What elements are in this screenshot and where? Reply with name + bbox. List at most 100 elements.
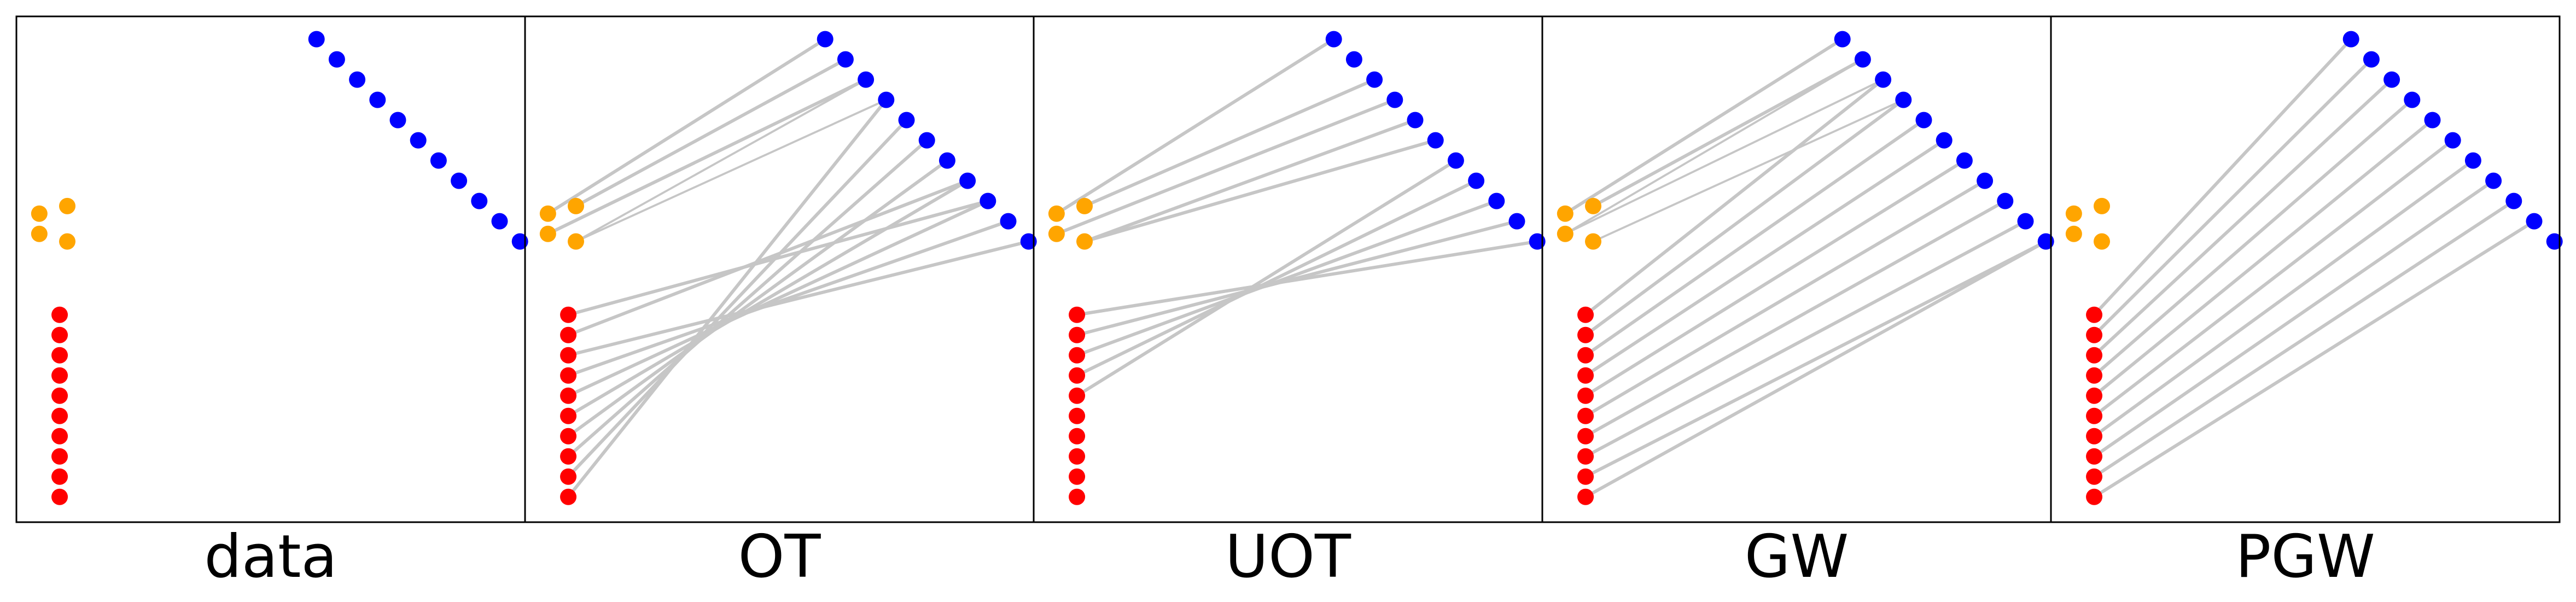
target-point bbox=[1000, 213, 1017, 230]
coupling-line bbox=[1054, 98, 1397, 236]
panel-label: PGW bbox=[2235, 523, 2375, 591]
source-point bbox=[51, 407, 68, 424]
source-point bbox=[1577, 326, 1594, 343]
coupling-line bbox=[567, 159, 949, 438]
source-point bbox=[1577, 367, 1594, 384]
source-point bbox=[2086, 428, 2103, 445]
source-point bbox=[2086, 306, 2103, 323]
source-point bbox=[1069, 428, 1086, 445]
coupling-line bbox=[1563, 37, 1844, 215]
source-point bbox=[51, 488, 68, 505]
coupling-line bbox=[575, 98, 888, 243]
panel-uot: UOT bbox=[1033, 15, 1546, 591]
outlier-point bbox=[1557, 225, 1573, 242]
panel-frame bbox=[1033, 15, 1543, 523]
target-point bbox=[1834, 31, 1851, 48]
target-point bbox=[1427, 132, 1444, 149]
source-point bbox=[560, 468, 577, 485]
target-point bbox=[1936, 132, 1953, 149]
target-point bbox=[1447, 152, 1464, 169]
coupling-line bbox=[567, 98, 888, 499]
source-point bbox=[1577, 448, 1594, 465]
outlier-point bbox=[2094, 197, 2110, 214]
target-point bbox=[328, 51, 345, 68]
target-point bbox=[1366, 71, 1383, 88]
coupling-line bbox=[1584, 138, 1946, 377]
coupling-line bbox=[575, 78, 867, 243]
coupling-line bbox=[2093, 98, 2414, 377]
source-point bbox=[1577, 306, 1594, 323]
target-point bbox=[2546, 233, 2563, 250]
source-point bbox=[2086, 367, 2103, 384]
target-point bbox=[1468, 172, 1485, 189]
source-point bbox=[560, 367, 577, 384]
target-point bbox=[1977, 172, 1994, 189]
panel-frame bbox=[2050, 15, 2561, 523]
outlier-point bbox=[568, 197, 584, 214]
source-point bbox=[51, 428, 68, 445]
target-point bbox=[369, 91, 386, 108]
coupling-line bbox=[1083, 118, 1417, 243]
outlier-point bbox=[2065, 225, 2082, 242]
outlier-point bbox=[31, 225, 48, 242]
coupling-line bbox=[567, 199, 990, 317]
target-point bbox=[2404, 91, 2421, 108]
source-point bbox=[1069, 448, 1086, 465]
source-point bbox=[1577, 468, 1594, 485]
source-point bbox=[1577, 488, 1594, 505]
target-point bbox=[2424, 112, 2441, 128]
target-point bbox=[939, 152, 955, 169]
outlier-point bbox=[568, 233, 584, 250]
source-point bbox=[51, 367, 68, 384]
coupling-line bbox=[2093, 199, 2516, 478]
coupling-line bbox=[1584, 219, 2027, 458]
coupling-line bbox=[1584, 98, 1905, 337]
target-point bbox=[817, 31, 834, 48]
target-point bbox=[308, 31, 325, 48]
coupling-line bbox=[2093, 118, 2434, 398]
source-point bbox=[1069, 347, 1086, 364]
coupling-line bbox=[2093, 37, 2353, 317]
panel-ot: OT bbox=[524, 15, 1037, 591]
coupling-line bbox=[1584, 78, 1885, 317]
source-point bbox=[560, 326, 577, 343]
source-point bbox=[2086, 448, 2103, 465]
target-point bbox=[2444, 132, 2461, 149]
coupling-line bbox=[1075, 239, 1539, 317]
panel-data: data bbox=[15, 15, 528, 591]
coupling-line bbox=[1584, 199, 2007, 438]
outlier-point bbox=[1048, 205, 1065, 222]
panel-gw: GW bbox=[1541, 15, 2054, 591]
source-point bbox=[51, 326, 68, 343]
target-point bbox=[959, 172, 976, 189]
target-point bbox=[2464, 152, 2481, 169]
coupling-line bbox=[1075, 179, 1478, 377]
panel-pgw: PGW bbox=[2050, 15, 2563, 591]
source-point bbox=[560, 488, 577, 505]
coupling-line bbox=[1083, 138, 1437, 243]
outlier-point bbox=[1076, 197, 1093, 214]
outlier-point bbox=[1585, 233, 1601, 250]
source-point bbox=[560, 448, 577, 465]
coupling-line bbox=[2093, 159, 2475, 438]
source-point bbox=[1577, 347, 1594, 364]
source-point bbox=[560, 428, 577, 445]
target-point bbox=[898, 112, 915, 128]
target-point bbox=[858, 71, 875, 88]
outlier-point bbox=[2065, 205, 2082, 222]
outlier-point bbox=[59, 233, 75, 250]
source-point bbox=[560, 407, 577, 424]
coupling-line bbox=[2093, 179, 2496, 458]
outlier-point bbox=[2094, 233, 2110, 250]
outlier-point bbox=[31, 205, 48, 222]
coupling-line bbox=[1054, 37, 1336, 215]
source-point bbox=[1069, 387, 1086, 404]
target-point bbox=[1325, 31, 1342, 48]
source-point bbox=[1069, 468, 1086, 485]
target-point bbox=[1407, 112, 1424, 128]
panel-label: OT bbox=[738, 523, 821, 591]
target-point bbox=[410, 132, 427, 149]
source-point bbox=[2086, 488, 2103, 505]
source-point bbox=[1577, 387, 1594, 404]
